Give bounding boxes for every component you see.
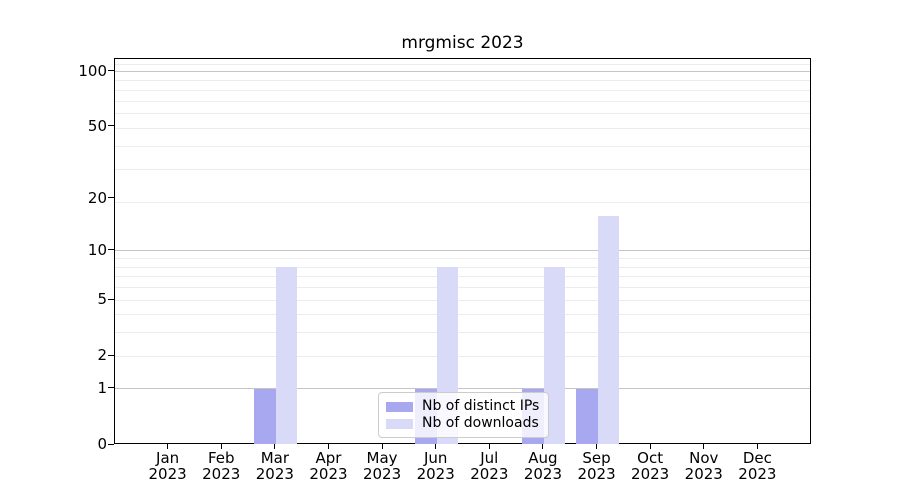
x-tick-mark (167, 444, 169, 449)
legend-label: Nb of distinct IPs (422, 398, 540, 414)
bar-distinct-ips (254, 388, 276, 444)
y-tick-mark (108, 125, 114, 127)
x-tick-year: 2023 (416, 465, 455, 483)
x-tick-year: 2023 (738, 465, 777, 483)
x-tick-label: Jul 2023 (459, 450, 519, 482)
legend-swatch (386, 418, 413, 429)
legend-entry: Nb of distinct IPs (386, 398, 539, 415)
bar-downloads (275, 267, 298, 444)
minor-gridline (115, 258, 810, 260)
x-tick-year: 2023 (148, 465, 187, 483)
y-tick-label: 100 (78, 61, 107, 80)
x-tick-year: 2023 (631, 465, 670, 483)
y-tick-label: 5 (97, 290, 107, 309)
minor-gridline (115, 146, 810, 148)
minor-gridline (115, 266, 810, 268)
x-tick-month: May (366, 449, 398, 467)
y-tick-mark (108, 197, 114, 199)
y-tick-mark (108, 70, 114, 72)
x-tick-month: Jan (156, 449, 180, 467)
y-tick-label: 2 (97, 346, 107, 365)
x-tick-label: Nov 2023 (674, 450, 734, 482)
legend: Nb of distinct IPs Nb of downloads (378, 392, 550, 438)
x-tick-year: 2023 (255, 465, 294, 483)
x-tick-month: Apr (315, 449, 342, 467)
minor-gridline (115, 169, 810, 171)
y-tick-mark (108, 298, 114, 300)
x-tick-month: Sep (582, 449, 611, 467)
minor-gridline (115, 127, 810, 129)
x-tick-label: May 2023 (352, 450, 412, 482)
chart-title: mrgmisc 2023 (401, 33, 524, 53)
minor-gridline (115, 202, 810, 204)
y-tick-label: 1 (97, 378, 107, 397)
y-tick-label: 50 (87, 116, 107, 135)
x-tick-year: 2023 (470, 465, 509, 483)
x-tick-month: Feb (207, 449, 235, 467)
x-tick-mark (435, 444, 437, 449)
x-tick-mark (542, 444, 544, 449)
x-tick-label: Jun 2023 (406, 450, 466, 482)
x-tick-month: Mar (260, 449, 289, 467)
minor-gridline (115, 100, 810, 102)
x-tick-label: Mar 2023 (245, 450, 305, 482)
x-tick-year: 2023 (362, 465, 402, 483)
x-tick-label: Jan 2023 (138, 450, 198, 482)
plot-area (114, 58, 811, 444)
minor-gridline (115, 89, 810, 91)
minor-gridline (115, 80, 810, 82)
minor-gridline (115, 113, 810, 115)
major-gridline (115, 71, 810, 73)
x-tick-year: 2023 (684, 465, 723, 483)
x-tick-label: Aug 2023 (513, 450, 573, 482)
legend-label: Nb of downloads (422, 415, 539, 431)
legend-swatch (386, 401, 413, 412)
minor-gridline (115, 332, 810, 334)
x-tick-mark (274, 444, 276, 449)
x-tick-month: Dec (742, 449, 772, 467)
x-tick-mark (327, 444, 329, 449)
x-tick-mark (756, 444, 758, 449)
x-tick-mark (488, 444, 490, 449)
y-tick-mark (108, 443, 114, 445)
minor-gridline (115, 314, 810, 316)
x-tick-mark (596, 444, 598, 449)
x-tick-label: Oct 2023 (620, 450, 680, 482)
minor-gridline (115, 299, 810, 301)
x-tick-label: Dec 2023 (727, 450, 787, 482)
x-tick-year: 2023 (577, 465, 616, 483)
x-tick-mark (220, 444, 222, 449)
y-tick-label: 20 (87, 188, 107, 207)
major-gridline (115, 250, 810, 252)
x-tick-mark (381, 444, 383, 449)
y-tick-label: 0 (97, 435, 107, 453)
bar-downloads (543, 267, 566, 444)
bar-downloads (597, 215, 620, 444)
x-tick-month: Jul (480, 449, 499, 467)
bar-distinct-ips (576, 388, 598, 444)
x-tick-year: 2023 (309, 465, 348, 483)
x-tick-mark (649, 444, 651, 449)
minor-gridline (115, 64, 810, 66)
x-tick-month: Oct (637, 449, 664, 467)
minor-gridline (115, 287, 810, 289)
legend-entry: Nb of downloads (386, 415, 539, 432)
x-tick-year: 2023 (202, 465, 241, 483)
y-tick-label: 10 (87, 240, 107, 259)
y-tick-mark (108, 354, 114, 356)
x-tick-label: Feb 2023 (191, 450, 251, 482)
x-tick-label: Apr 2023 (298, 450, 358, 482)
x-tick-mark (703, 444, 705, 449)
x-tick-month: Jun (423, 449, 448, 467)
minor-gridline (115, 355, 810, 357)
x-tick-year: 2023 (523, 465, 563, 483)
y-tick-mark (108, 387, 114, 389)
major-gridline (115, 388, 810, 390)
x-tick-month: Nov (689, 449, 719, 467)
x-tick-label: Sep 2023 (567, 450, 627, 482)
minor-gridline (115, 276, 810, 278)
y-tick-mark (108, 249, 114, 251)
x-tick-month: Aug (528, 449, 558, 467)
